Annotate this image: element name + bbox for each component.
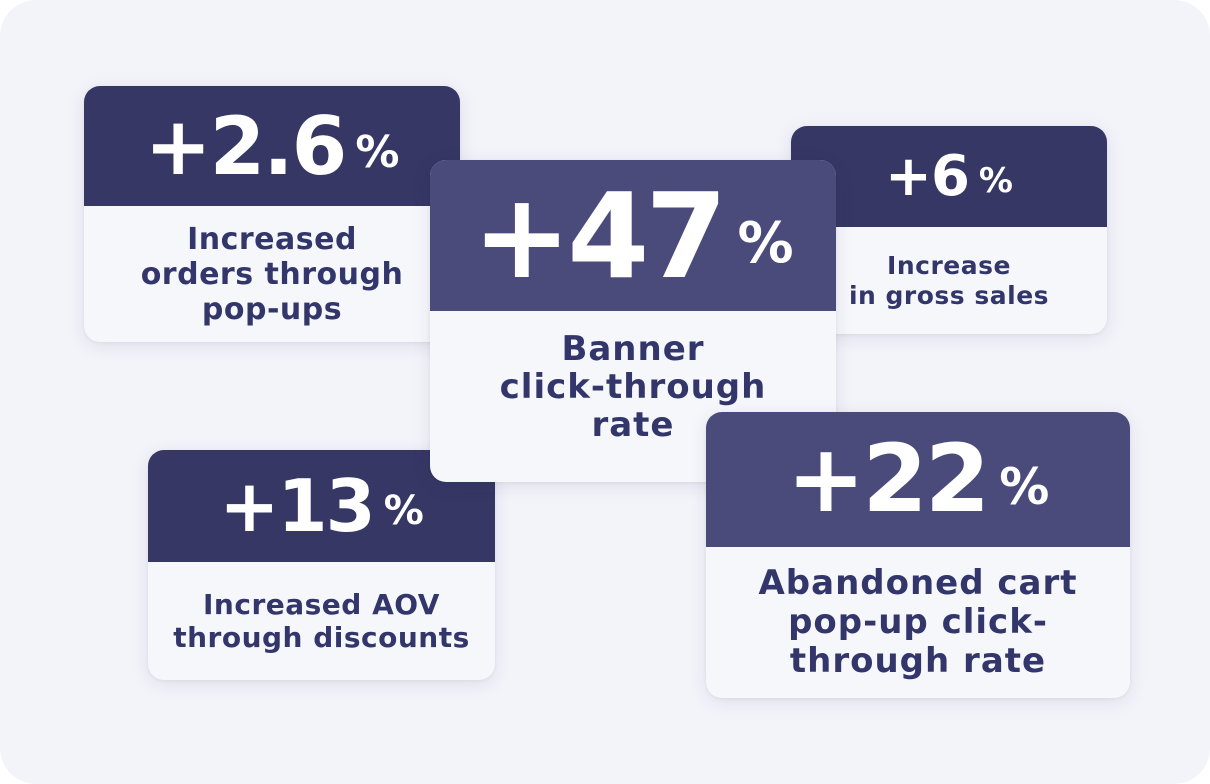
stat-unit: % [737, 211, 794, 276]
stat-card-abandoned-cart: +22% Abandoned cart pop-up click- throug… [706, 412, 1130, 698]
stat-card-header: +22% [706, 412, 1130, 547]
stat-label: Banner click-through rate [499, 328, 767, 445]
stat-value: +2.6 [144, 99, 348, 193]
stat-unit: % [978, 160, 1013, 201]
stat-unit: % [999, 457, 1050, 516]
stat-card-header: +47% [430, 160, 836, 311]
stat-label: Increase in gross sales [848, 250, 1050, 310]
stat-card-gross-sales: +6% Increase in gross sales [791, 126, 1107, 334]
stat-card-banner-ctr: +47% Banner click-through rate [430, 160, 836, 482]
stat-unit: % [355, 126, 400, 178]
stat-card-header: +2.6% [84, 86, 460, 206]
stat-label: Abandoned cart pop-up click- through rat… [758, 563, 1078, 681]
stat-value: +22 [786, 425, 991, 534]
stat-value: +6 [885, 144, 970, 209]
stat-unit: % [383, 488, 424, 534]
stat-card-header: +6% [791, 126, 1107, 227]
stat-label: Increased AOV through discounts [173, 588, 470, 654]
stat-value: +47 [472, 166, 727, 305]
stat-card-orders-popups: +2.6% Increased orders through pop-ups [84, 86, 460, 342]
stat-label: Increased orders through pop-ups [140, 221, 404, 327]
stat-card-aov-discounts: +13% Increased AOV through discounts [148, 450, 495, 680]
stat-value: +13 [219, 464, 376, 548]
